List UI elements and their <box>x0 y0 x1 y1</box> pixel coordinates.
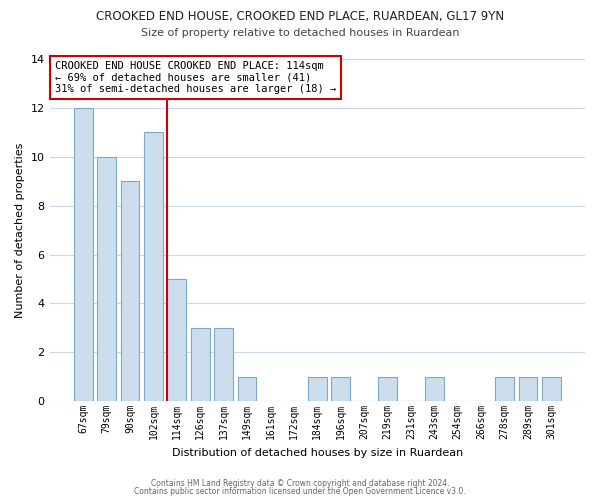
Text: CROOKED END HOUSE, CROOKED END PLACE, RUARDEAN, GL17 9YN: CROOKED END HOUSE, CROOKED END PLACE, RU… <box>96 10 504 23</box>
Bar <box>518 376 537 401</box>
Text: Contains HM Land Registry data © Crown copyright and database right 2024.: Contains HM Land Registry data © Crown c… <box>151 478 449 488</box>
Y-axis label: Number of detached properties: Number of detached properties <box>15 142 25 318</box>
Bar <box>238 376 256 401</box>
X-axis label: Distribution of detached houses by size in Ruardean: Distribution of detached houses by size … <box>172 448 463 458</box>
Bar <box>495 376 514 401</box>
Bar <box>378 376 397 401</box>
Bar <box>74 108 92 401</box>
Bar <box>425 376 443 401</box>
Bar <box>331 376 350 401</box>
Text: CROOKED END HOUSE CROOKED END PLACE: 114sqm
← 69% of detached houses are smaller: CROOKED END HOUSE CROOKED END PLACE: 114… <box>55 60 336 94</box>
Bar <box>308 376 326 401</box>
Bar <box>167 279 186 401</box>
Bar <box>214 328 233 401</box>
Bar <box>191 328 209 401</box>
Bar <box>144 132 163 401</box>
Text: Size of property relative to detached houses in Ruardean: Size of property relative to detached ho… <box>141 28 459 38</box>
Bar <box>97 157 116 401</box>
Bar <box>542 376 560 401</box>
Text: Contains public sector information licensed under the Open Government Licence v3: Contains public sector information licen… <box>134 487 466 496</box>
Bar <box>121 181 139 401</box>
